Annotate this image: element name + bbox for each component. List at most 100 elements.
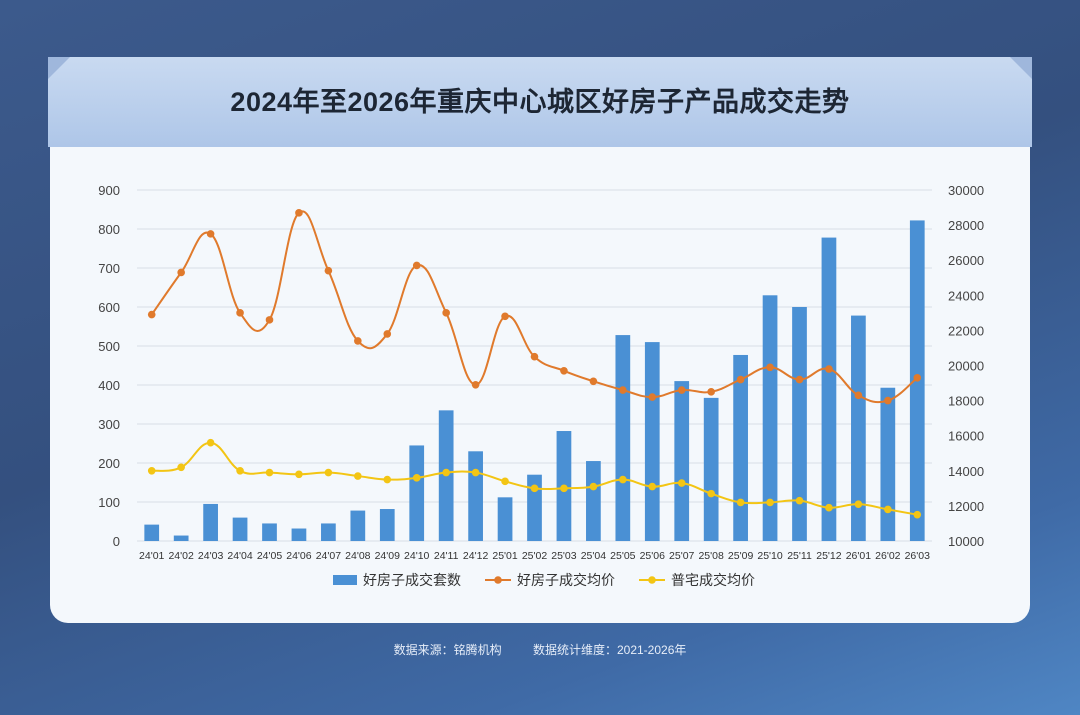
y-right-tick-label: 24000 <box>948 288 984 303</box>
bar <box>733 354 748 541</box>
ribbon-fold-left <box>48 57 70 79</box>
series-point-2 <box>560 484 568 493</box>
x-tick-label: 25'11 <box>787 550 812 562</box>
series-point-1 <box>206 230 215 238</box>
x-tick-label: 25'08 <box>698 550 724 562</box>
x-tick-label: 24'10 <box>404 550 430 562</box>
series-point-1 <box>795 375 804 384</box>
y-left-tick-label: 600 <box>98 300 120 315</box>
series-point-1 <box>589 377 598 386</box>
series-point-1 <box>530 352 539 361</box>
bar <box>173 535 189 541</box>
x-tick-label: 25'05 <box>610 550 636 562</box>
x-tick-label: 24'05 <box>257 550 283 562</box>
x-tick-label: 24'06 <box>286 550 312 562</box>
y-left-tick-label: 700 <box>98 261 120 276</box>
legend-swatch-dot <box>494 576 502 584</box>
legend-label: 好房子成交套数 <box>363 572 461 588</box>
bar <box>321 523 336 541</box>
title-ribbon <box>48 57 1032 147</box>
series-point-2 <box>295 470 303 479</box>
x-tick-label: 24'08 <box>345 550 371 562</box>
series-point-1 <box>177 268 185 277</box>
y-right-tick-label: 12000 <box>948 499 984 514</box>
y-right-tick-label: 16000 <box>948 429 984 444</box>
series-point-2 <box>707 489 715 498</box>
y-right-tick-label: 26000 <box>948 253 984 268</box>
x-tick-label: 24'04 <box>227 550 253 562</box>
x-tick-label: 25'12 <box>816 550 842 562</box>
bar <box>291 528 307 541</box>
bar <box>674 381 690 541</box>
bar <box>409 445 425 541</box>
series-point-2 <box>265 468 274 477</box>
series-point-1 <box>147 310 156 319</box>
series-point-2 <box>412 474 421 482</box>
bar <box>527 474 542 541</box>
bar <box>497 497 513 541</box>
y-right-tick-label: 10000 <box>948 534 984 549</box>
series-point-1 <box>471 381 480 389</box>
x-tick-label: 25'07 <box>669 550 695 562</box>
series-point-1 <box>442 309 450 317</box>
y-right-tick-label: 18000 <box>948 394 984 409</box>
series-point-2 <box>236 467 244 475</box>
y-left-tick-label: 500 <box>98 339 120 354</box>
series-point-2 <box>854 500 863 508</box>
y-left-tick-label: 400 <box>98 378 120 393</box>
series-point-2 <box>501 477 509 486</box>
series-point-2 <box>471 468 480 477</box>
bar <box>203 503 218 541</box>
series-point-2 <box>795 496 804 505</box>
series-point-1 <box>677 386 686 394</box>
y-left-tick-label: 0 <box>113 534 120 549</box>
series-point-1 <box>354 337 362 345</box>
x-tick-label: 25'06 <box>640 550 666 562</box>
series-point-1 <box>619 386 627 394</box>
x-tick-label: 24'03 <box>198 550 224 562</box>
y-right-tick-label: 14000 <box>948 464 984 479</box>
x-tick-label: 24'11 <box>434 550 459 562</box>
series-point-2 <box>884 505 892 514</box>
x-tick-label: 24'07 <box>316 550 342 562</box>
series-point-1 <box>736 375 745 384</box>
x-tick-label: 26'01 <box>846 550 872 562</box>
bar <box>350 510 366 541</box>
series-point-1 <box>324 266 333 275</box>
series-point-2 <box>177 463 185 472</box>
y-right-tick-label: 28000 <box>948 218 984 233</box>
ribbon-fold-right <box>1010 57 1032 79</box>
bar <box>262 523 277 541</box>
series-point-1 <box>707 388 715 396</box>
series-point-1 <box>884 396 892 405</box>
y-left-tick-label: 200 <box>98 456 120 471</box>
series-point-1 <box>766 363 774 372</box>
x-tick-label: 25'03 <box>551 550 577 562</box>
series-point-2 <box>766 498 774 507</box>
y-left-tick-label: 900 <box>98 183 120 198</box>
footer-period: 数据统计维度：2021-2026年 <box>532 643 687 657</box>
series-point-2 <box>825 503 833 512</box>
bar <box>586 461 601 541</box>
bar <box>232 517 248 541</box>
y-right-tick-label: 22000 <box>948 323 984 338</box>
x-tick-label: 25'10 <box>757 550 783 562</box>
bar <box>144 524 160 541</box>
x-tick-label: 25'09 <box>728 550 754 562</box>
series-point-2 <box>736 498 745 507</box>
legend-label: 普宅成交均价 <box>671 572 755 588</box>
series-point-2 <box>648 482 657 491</box>
x-tick-label: 25'01 <box>492 550 518 562</box>
series-point-1 <box>265 316 274 324</box>
series-point-1 <box>560 366 568 375</box>
legend-swatch-dot <box>648 576 656 584</box>
series-point-2 <box>589 482 598 491</box>
chart-title: 2024年至2026年重庆中心城区好房子产品成交走势 <box>230 87 850 117</box>
bar <box>762 295 778 541</box>
series-point-2 <box>442 468 450 477</box>
footer: 数据来源：铭腾机构 数据统计维度：2021-2026年 <box>0 641 1080 658</box>
series-point-1 <box>854 391 863 400</box>
x-tick-label: 24'01 <box>139 550 165 562</box>
bar <box>703 397 719 541</box>
